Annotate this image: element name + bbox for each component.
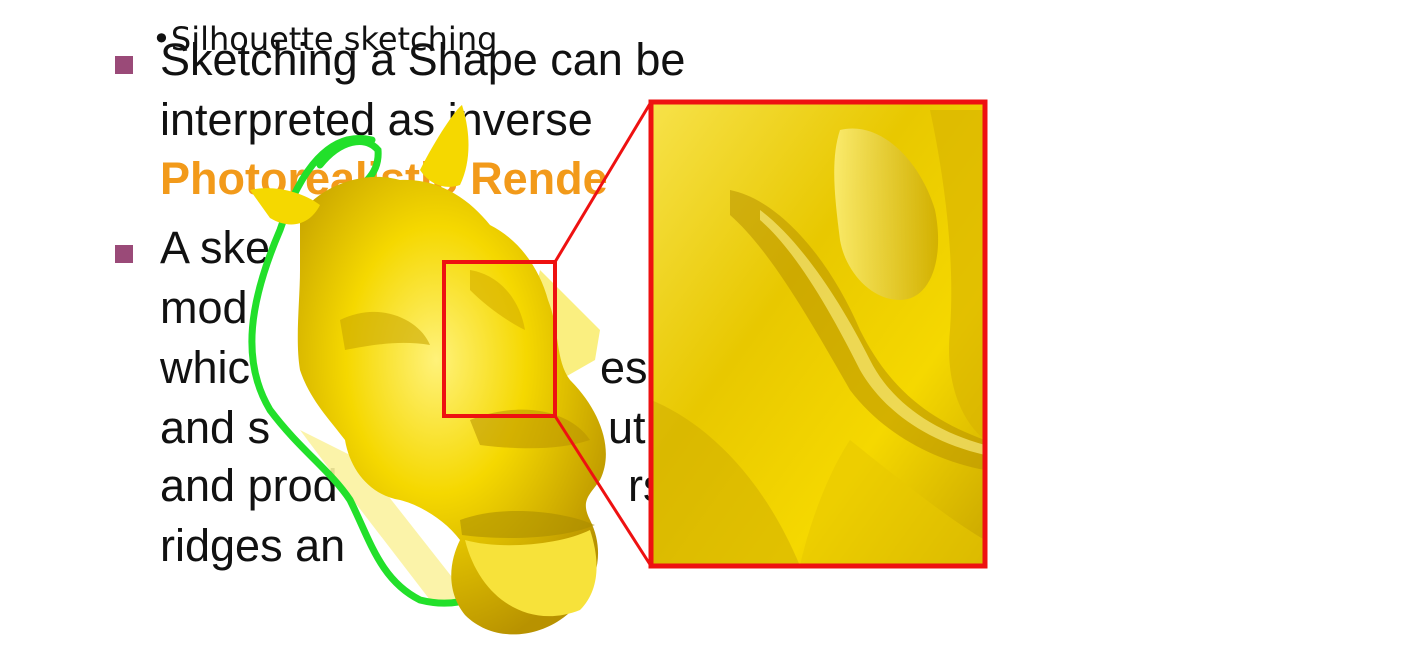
- bullet2-line5: and prod: [160, 460, 338, 511]
- zoom-panel: [648, 99, 988, 569]
- zoom-right-ridge: [930, 110, 985, 440]
- bullet1-line1: Sketching a Shape can be: [160, 34, 686, 85]
- zoom-lower-right: [800, 440, 985, 566]
- bullet-marker-1: [115, 56, 133, 74]
- lip: [465, 530, 597, 617]
- zoom-connector-top: [553, 101, 653, 263]
- camel-ear-right: [420, 105, 469, 187]
- mouth-fold: [460, 510, 595, 538]
- snout-fold: [470, 409, 590, 449]
- zoom-lower-shadow: [651, 400, 800, 566]
- zoom-source-box: [442, 260, 557, 418]
- bullet-marker-2: [115, 245, 133, 263]
- bullet1-line2: interpreted as inverse: [160, 94, 593, 145]
- bullet2-line6: ridges an: [160, 520, 346, 571]
- zoom-fold-dark: [730, 190, 985, 470]
- zoom-connector-bottom: [553, 415, 653, 567]
- overlay-heading: •Silhouette sketching: [152, 20, 498, 58]
- zoom-fold-light: [760, 210, 985, 455]
- camel-ear-left: [250, 188, 320, 225]
- zoom-eye-bulge: [834, 128, 939, 300]
- bullet2-line1: A ske: [160, 222, 271, 273]
- bullet2-line3-tail: es: [600, 342, 648, 393]
- neck-backdrop: [300, 430, 470, 600]
- bullet2-line4: and s: [160, 402, 271, 453]
- bullet2-line2: mod: [160, 282, 248, 333]
- brow-fold: [470, 270, 525, 330]
- eye-fold: [340, 311, 430, 350]
- bullet2-line3: whic: [160, 342, 251, 393]
